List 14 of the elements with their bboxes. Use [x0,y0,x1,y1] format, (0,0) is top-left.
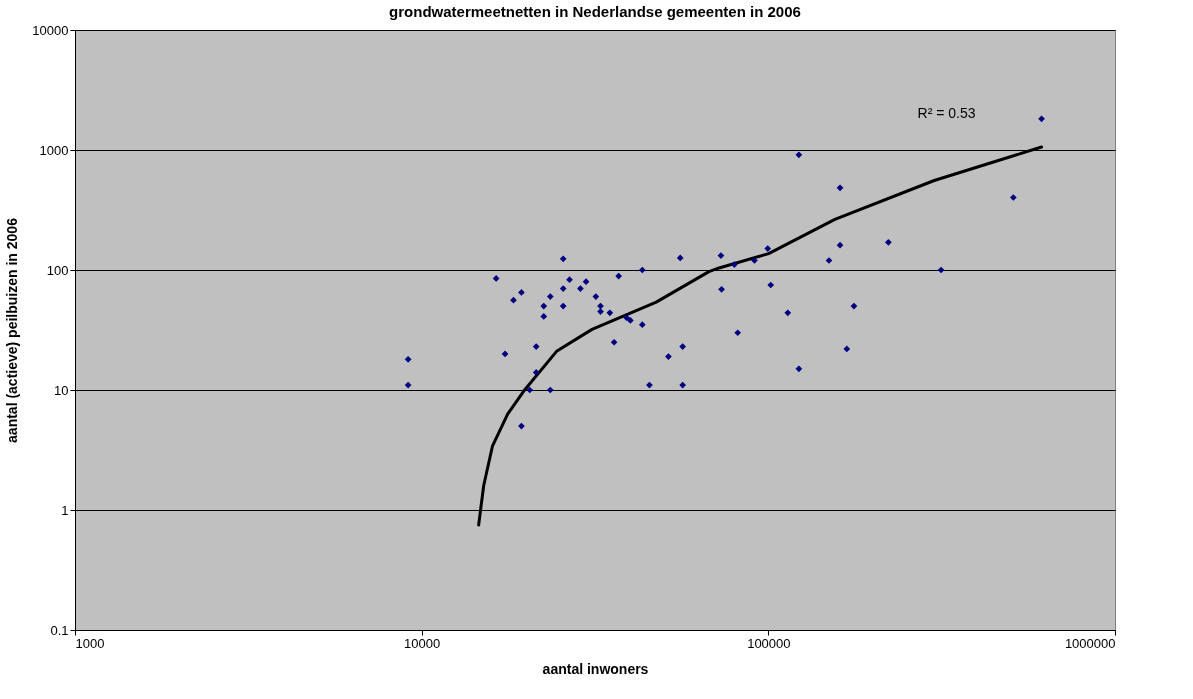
annotation: R² = 0.53 [917,105,976,122]
y-tick-label: 10000 [32,22,69,38]
y-tick-label: 1000 [39,142,69,158]
x-tick-label: 1000 [75,635,105,651]
y-axis-title: aantal (actieve) peilbuizen in 2006 [4,217,21,443]
chart-title: grondwatermeetnetten in Nederlandse gemeenten in 2006 [389,3,801,20]
x-axis-title: aantal inwoners [542,660,649,677]
y-tick-label: 100 [46,262,69,278]
x-tick-label: 100000 [747,635,791,651]
y-tick-label: 0.1 [50,622,69,638]
x-tick-label: 10000 [404,635,441,651]
y-tick-label: 10 [54,382,69,398]
x-tick-label: 1000000 [1064,635,1116,651]
y-tick-label: 1 [61,502,69,518]
